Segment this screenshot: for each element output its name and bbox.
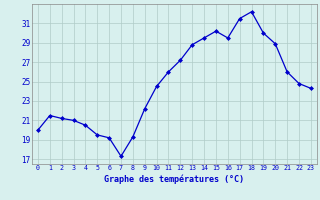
X-axis label: Graphe des températures (°C): Graphe des températures (°C) xyxy=(104,174,244,184)
